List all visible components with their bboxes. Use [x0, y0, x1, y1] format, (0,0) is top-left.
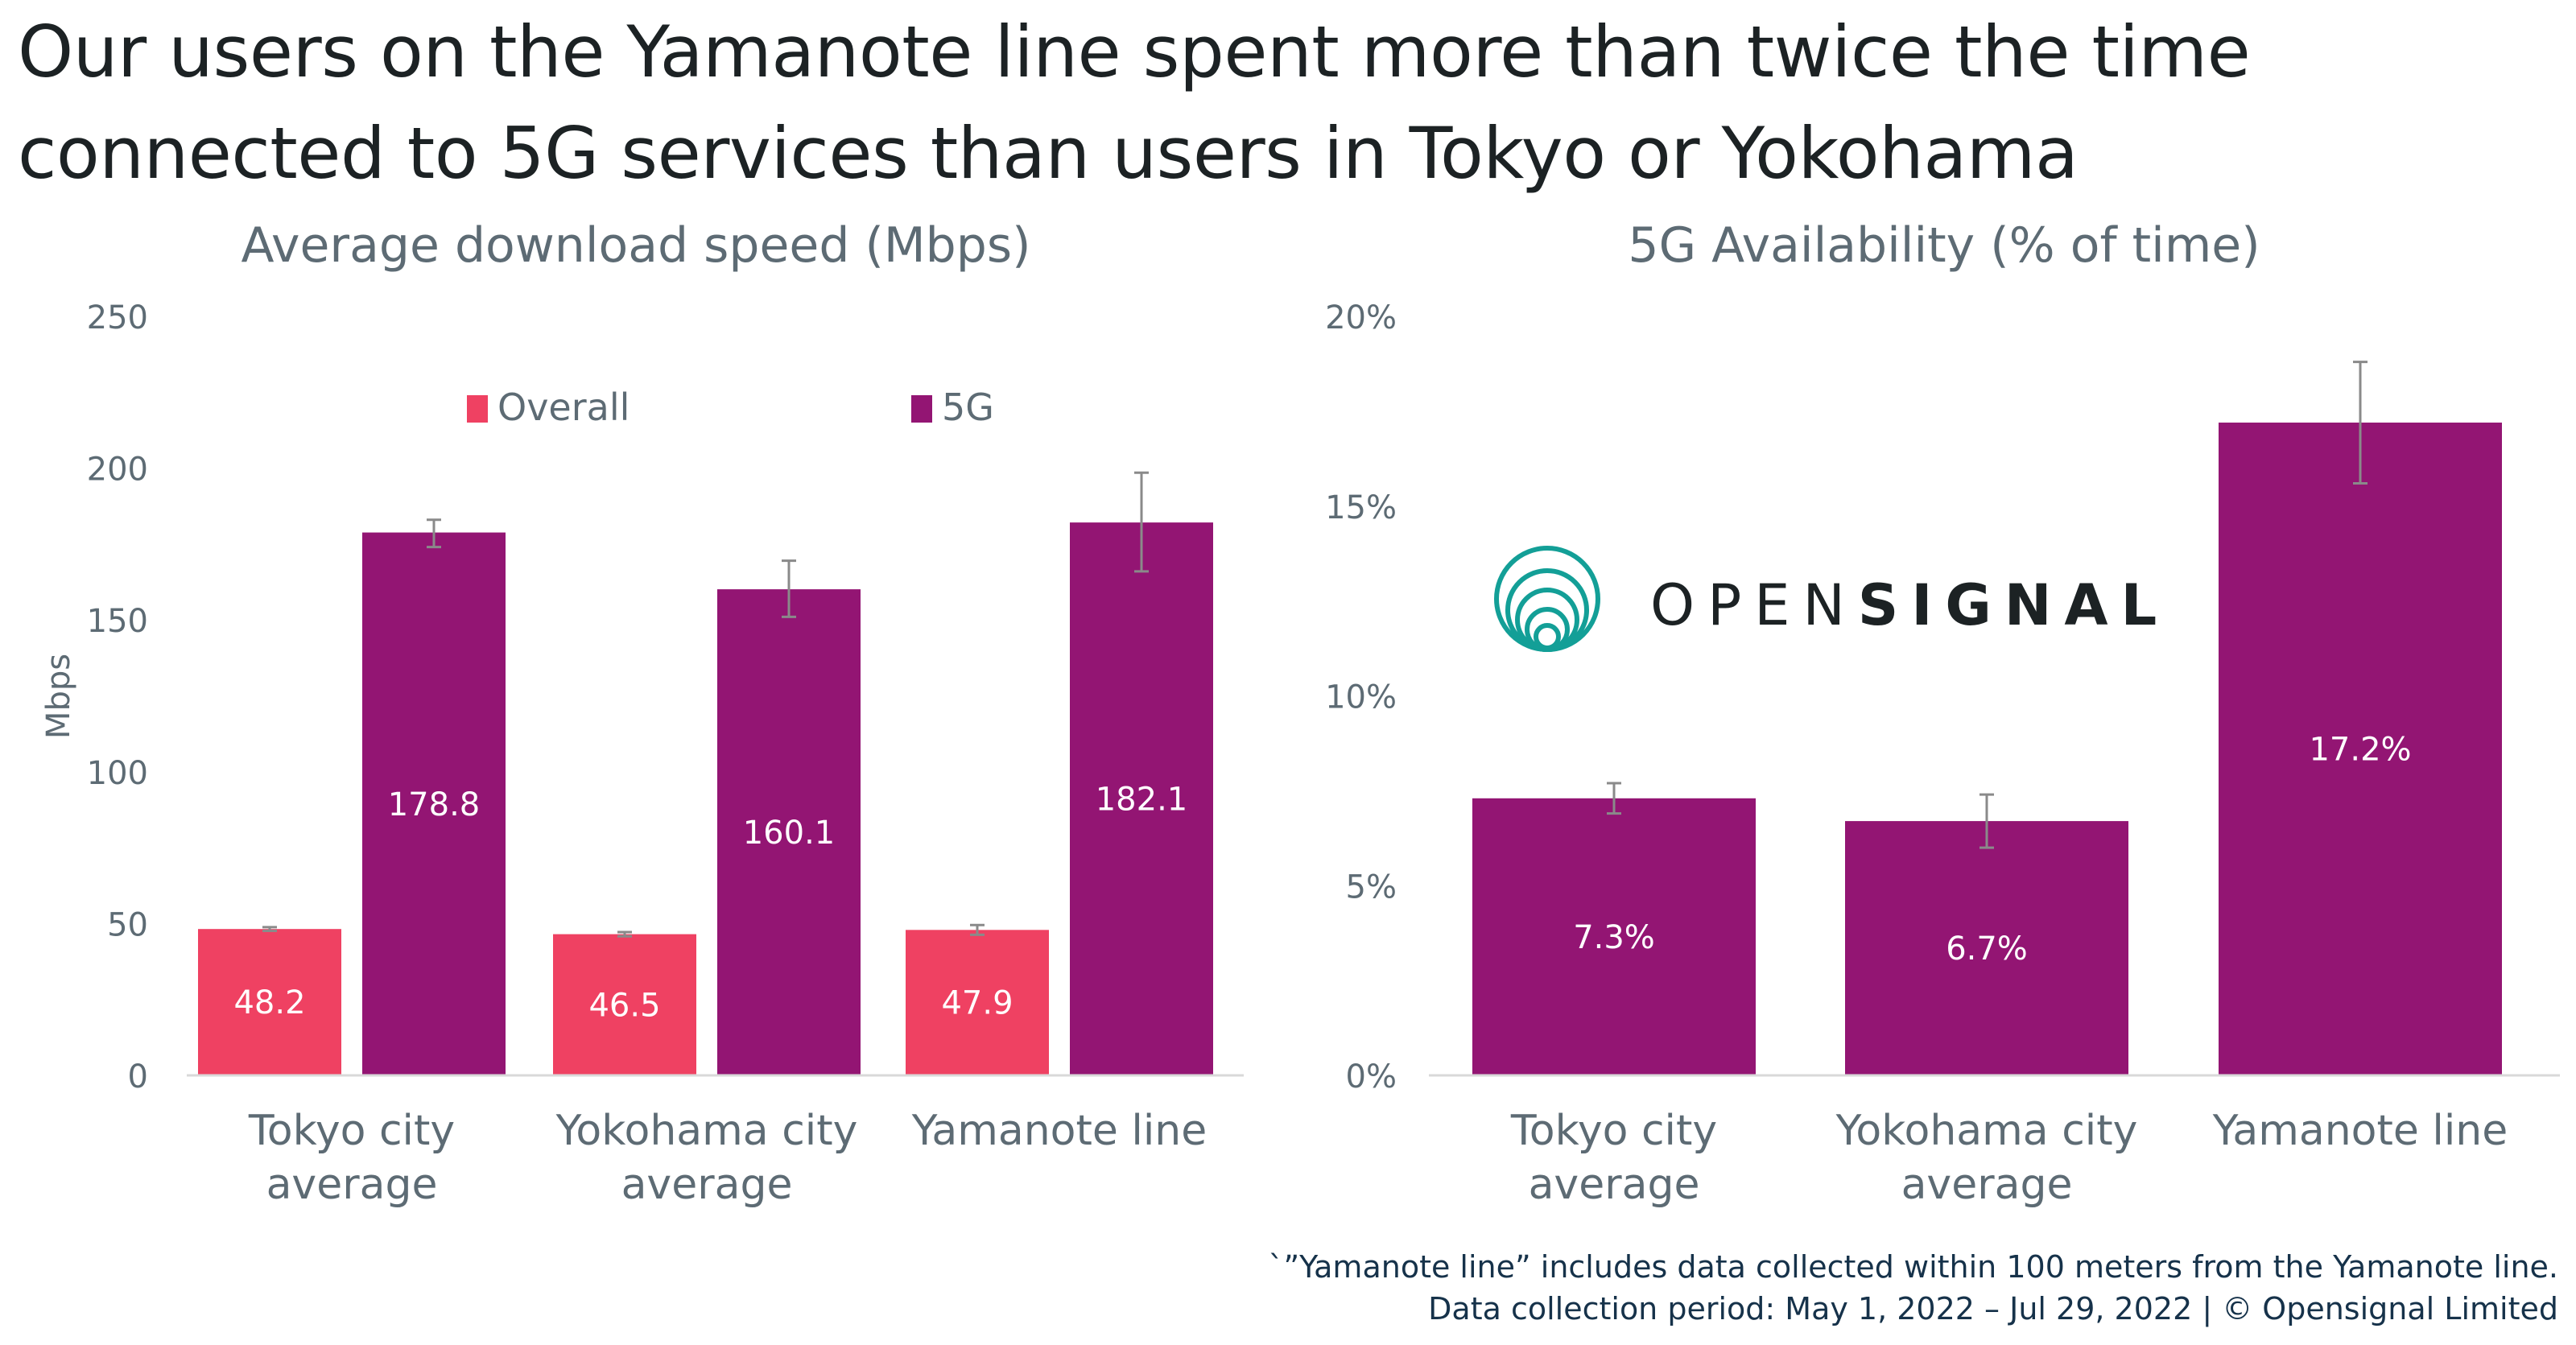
y-tick-label: 0 [128, 1058, 148, 1095]
legend-label-overall: Overall [497, 386, 630, 429]
availability-bars: 7.3% 6.7% 17.2% [1472, 361, 2502, 1075]
data-label-5g: 182.1 [1096, 782, 1188, 819]
speed-bars: 48.2 46.5 47.9 178.8 160.1 182.1 [198, 471, 1213, 1075]
speed-legend: Overall 5G [467, 386, 994, 429]
opensignal-wordmark: OPENSIGNAL [1650, 573, 2169, 637]
y-tick-label: 200 [87, 452, 148, 489]
headline-line-2: connected to 5G services than users in T… [18, 112, 2079, 195]
category-label: average [1901, 1161, 2073, 1209]
y-tick-label: 50 [107, 906, 148, 943]
legend-swatch-5g [911, 395, 932, 423]
y-tick-label: 150 [87, 603, 148, 640]
category-label: Tokyo city [1510, 1107, 1717, 1155]
category-label: Yokohama city [1835, 1107, 2138, 1155]
speed-y-axis-label: Mbps [40, 654, 77, 739]
footnote: `”Yamanote line” includes data collected… [1268, 1246, 2558, 1330]
bar-5g [362, 532, 506, 1075]
y-tick-label: 100 [87, 755, 148, 792]
data-label-5g: 178.8 [388, 786, 481, 823]
availability-category-labels: Tokyo city average Yokohama city average Yam… [1510, 1107, 2508, 1209]
category-label: average [266, 1161, 438, 1209]
data-label-5g: 160.1 [743, 815, 836, 852]
bar-availability [1845, 821, 2128, 1075]
bar-overall [906, 930, 1049, 1075]
availability-y-ticks: 0% 5% 10% 15% 20% [1325, 299, 1397, 1095]
y-tick-label: 0% [1346, 1058, 1397, 1095]
bar-5g [1070, 522, 1213, 1075]
bar-availability [2219, 423, 2502, 1075]
y-tick-label: 5% [1346, 868, 1397, 906]
data-label-overall: 47.9 [941, 985, 1013, 1022]
footnote-line-1: `”Yamanote line” includes data collected… [1268, 1249, 2558, 1285]
data-label-availability: 6.7% [1946, 930, 2028, 967]
headline-line-1: Our users on the Yamanote line spent mor… [18, 10, 2251, 93]
availability-chart: 5G Availability (% of time) 0% 5% 10% 15% 20… [1325, 217, 2560, 1209]
y-tick-label: 15% [1325, 489, 1397, 526]
data-label-overall: 48.2 [233, 984, 305, 1021]
data-label-availability: 7.3% [1573, 919, 1655, 956]
bar-availability [1472, 798, 1756, 1075]
category-label: Yamanote line [911, 1107, 1208, 1155]
data-label-overall: 46.5 [588, 987, 660, 1024]
y-tick-label: 10% [1325, 679, 1397, 716]
y-tick-label: 250 [87, 299, 148, 336]
availability-chart-title: 5G Availability (% of time) [1628, 217, 2260, 274]
speed-y-ticks: 0 50 100 150 200 250 [87, 299, 148, 1095]
legend-swatch-overall [467, 395, 488, 423]
download-speed-chart: Average download speed (Mbps) Mbps Overa… [40, 217, 1244, 1209]
legend-label-5g: 5G [942, 386, 994, 429]
wordmark-signal: SIGNAL [1857, 572, 2170, 638]
speed-chart-title: Average download speed (Mbps) [241, 217, 1030, 274]
category-label: Yokohama city [555, 1107, 858, 1155]
category-label: average [1529, 1161, 1700, 1209]
opensignal-rings-icon [1494, 546, 1600, 652]
bar-overall [553, 934, 696, 1075]
category-label: average [621, 1161, 793, 1209]
data-label-availability: 17.2% [2309, 732, 2411, 769]
wordmark-open: OPEN [1650, 572, 1858, 638]
opensignal-logo: OPENSIGNAL [1489, 541, 2157, 662]
category-label: Tokyo city [248, 1107, 455, 1155]
y-tick-label: 20% [1325, 299, 1397, 336]
headline: Our users on the Yamanote line spent mor… [18, 2, 2251, 204]
category-label: Yamanote line [2212, 1107, 2508, 1155]
footnote-line-2: Data collection period: May 1, 2022 – Ju… [1428, 1291, 2558, 1326]
bar-5g [717, 589, 861, 1075]
bar-overall [198, 929, 341, 1075]
speed-category-labels: Tokyo city average Yokohama city average Yam… [248, 1107, 1207, 1209]
